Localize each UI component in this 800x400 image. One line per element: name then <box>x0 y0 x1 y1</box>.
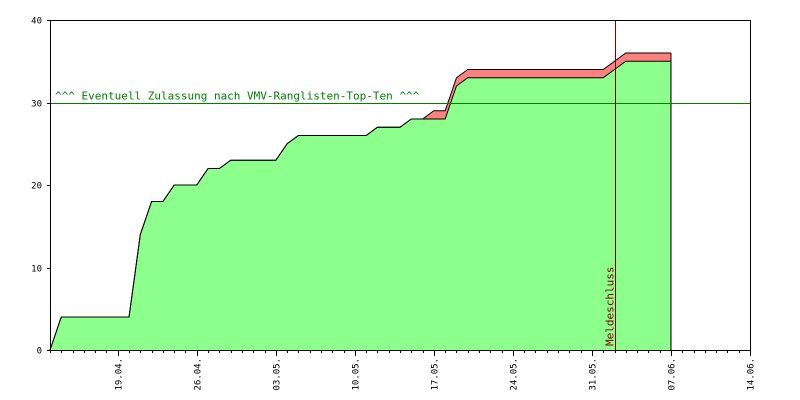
y-tick-label: 40 <box>31 17 42 27</box>
y-tick-label: 10 <box>31 265 42 275</box>
outline-layer <box>49 52 672 351</box>
y-tick-label: 20 <box>31 182 42 192</box>
x-tick-label: 19.04. <box>115 358 125 391</box>
x-tick-label: 14.06. <box>747 358 757 391</box>
y-tick-label: 30 <box>31 100 42 110</box>
y-tick-label: 0 <box>37 347 42 357</box>
series-line-1 <box>49 60 671 351</box>
x-tick-label: 26.04. <box>194 358 204 391</box>
reference-layer: ^^^ Eventuell Zulassung nach VMV-Ranglis… <box>50 20 750 350</box>
x-tick-label: 17.05. <box>431 358 441 391</box>
x-tick-label: 07.06. <box>668 358 678 391</box>
deadline-label: Meldeschluss <box>604 267 617 346</box>
x-tick-label: 10.05. <box>352 358 362 391</box>
threshold-label: ^^^ Eventuell Zulassung nach VMV-Ranglis… <box>55 90 420 103</box>
x-tick-label: 24.05. <box>510 358 520 391</box>
x-tick-label: 31.05. <box>589 358 599 391</box>
x-tick-label: 03.05. <box>273 358 283 391</box>
area-layer <box>50 53 671 350</box>
axes-layer: 0 10 20 30 40 19.04. 26.04. 03.05. 10.05. 17.05. 2… <box>31 17 756 391</box>
series-area-1 <box>50 61 671 350</box>
